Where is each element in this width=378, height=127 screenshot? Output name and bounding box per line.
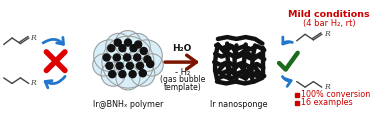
Circle shape: [108, 45, 115, 52]
Circle shape: [116, 62, 123, 69]
Circle shape: [119, 71, 126, 78]
Circle shape: [116, 66, 140, 90]
Circle shape: [101, 62, 125, 86]
Circle shape: [135, 41, 142, 48]
Circle shape: [130, 45, 137, 52]
Circle shape: [131, 62, 155, 86]
Circle shape: [124, 39, 132, 46]
Text: Ir nanosponge: Ir nanosponge: [211, 100, 268, 109]
Circle shape: [109, 71, 116, 78]
Text: Mild conditions: Mild conditions: [288, 10, 370, 19]
Circle shape: [102, 36, 154, 88]
Circle shape: [119, 45, 126, 52]
FancyArrowPatch shape: [165, 55, 197, 69]
Circle shape: [106, 33, 132, 59]
Text: R: R: [31, 79, 36, 87]
Circle shape: [141, 54, 163, 76]
FancyArrowPatch shape: [283, 37, 292, 44]
Text: R: R: [324, 30, 329, 38]
Text: (4 bar H₂, rt): (4 bar H₂, rt): [303, 19, 355, 28]
Text: - H₂: - H₂: [175, 68, 190, 77]
Circle shape: [115, 31, 141, 57]
Circle shape: [147, 60, 154, 67]
Circle shape: [139, 70, 146, 77]
Text: 16 examples: 16 examples: [301, 98, 353, 107]
Text: R: R: [324, 83, 329, 91]
FancyArrowPatch shape: [43, 37, 64, 44]
Circle shape: [94, 40, 125, 71]
Circle shape: [131, 40, 162, 71]
Circle shape: [126, 62, 133, 69]
Circle shape: [144, 56, 151, 63]
Circle shape: [134, 54, 141, 61]
Text: (gas bubble: (gas bubble: [160, 75, 205, 84]
Circle shape: [136, 62, 144, 69]
Text: template): template): [163, 83, 201, 92]
Circle shape: [93, 54, 115, 76]
Circle shape: [124, 33, 150, 59]
Text: Ir@BNHₓ polymer: Ir@BNHₓ polymer: [93, 100, 163, 109]
FancyArrowPatch shape: [282, 77, 291, 86]
Circle shape: [140, 47, 147, 54]
Circle shape: [103, 54, 110, 61]
Text: R: R: [31, 34, 36, 42]
FancyArrowPatch shape: [45, 76, 65, 88]
Circle shape: [113, 54, 120, 61]
Text: 100% conversion: 100% conversion: [301, 90, 370, 99]
Text: H₂O: H₂O: [172, 44, 192, 53]
Circle shape: [106, 62, 113, 69]
Circle shape: [114, 39, 121, 46]
Circle shape: [124, 54, 130, 61]
Circle shape: [129, 71, 136, 78]
